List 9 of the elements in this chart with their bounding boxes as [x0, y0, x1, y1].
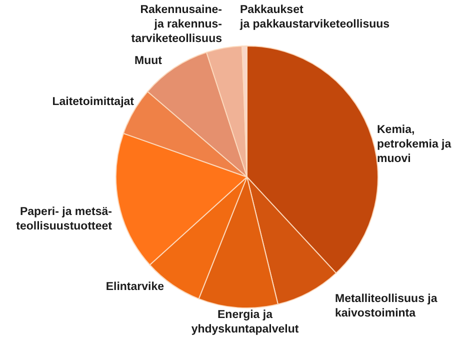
slice-label: Pakkaukset ja pakkaustarviketeollisuus — [239, 4, 390, 30]
slice-label: Paperi- ja metsä-teollisuustuotteet — [16, 206, 112, 232]
slice-label: Metalliteollisuus ja kaivostoiminta — [335, 293, 438, 320]
slice-label: Laitetoimittajat — [52, 96, 134, 108]
slice-label: Muut — [134, 55, 162, 67]
slice-label: Kemia, petrokemia ja muovi — [377, 124, 452, 165]
slice-label: Energia ja yhdyskuntapalvelut — [191, 309, 299, 336]
slice-label: Rakennusaine- ja rakennus-tarviketeollisuus — [131, 4, 222, 45]
slice-label: Elintarvike — [106, 281, 164, 293]
